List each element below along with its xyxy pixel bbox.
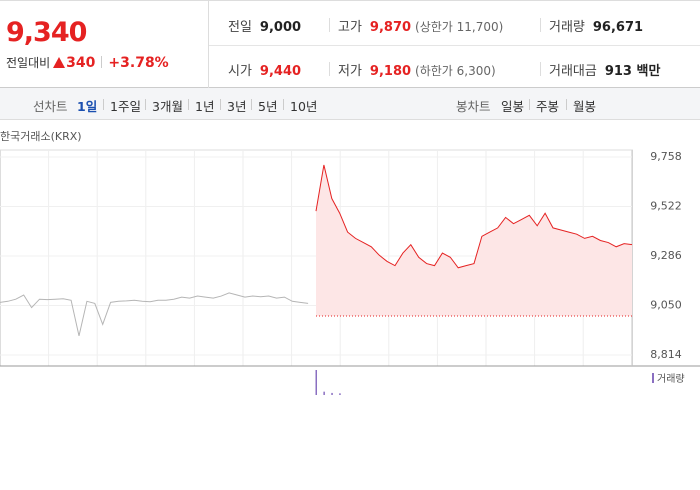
y-tick-label: 8,814 (650, 348, 682, 361)
y-tick-label: 9,286 (650, 249, 682, 262)
stat: 거래대금 913 백만 (549, 60, 660, 79)
chart: 한국거래소(KRX) 9,758 9,522 9,286 9,050 8,814 거래량 (0, 130, 700, 395)
stat: 고가 9,870 (상한가 11,700) (338, 16, 503, 35)
stat-label: 저가 (338, 64, 362, 79)
legend-marker (652, 373, 654, 383)
stat-value: 9,440 (259, 64, 302, 79)
separator (566, 99, 567, 110)
change-value: 340 (66, 55, 96, 71)
stat-label: 고가 (338, 20, 362, 35)
y-tick-label: 9,522 (650, 200, 682, 213)
separator (540, 62, 541, 76)
legend-label: 거래량 (657, 373, 685, 385)
price-line (0, 292, 309, 337)
volume-bar (323, 391, 325, 395)
stat-value: 9,180 (369, 64, 412, 79)
stat-label: 거래대금 (549, 64, 597, 79)
period-tab[interactable]: 3개월 (152, 99, 183, 114)
separator (529, 99, 530, 110)
change: 전일대비 340 +3.78% (6, 54, 169, 71)
candle-tab[interactable]: 월봉 (573, 99, 597, 114)
separator (283, 99, 284, 110)
candle-tab[interactable]: 일봉 (501, 99, 525, 114)
stat: 저가 9,180 (하한가 6,300) (338, 60, 496, 79)
separator (220, 99, 221, 110)
stat-note: (하한가 6,300) (415, 64, 496, 78)
price: 9,340 (6, 17, 87, 48)
y-tick-label: 9,050 (650, 299, 682, 312)
stat-label: 전일 (228, 20, 252, 35)
tab-label: 선차트 (33, 99, 68, 114)
candle-tab[interactable]: 주봉 (536, 99, 560, 114)
period-tab[interactable]: 1일 (77, 99, 98, 114)
divider (209, 45, 700, 46)
separator (251, 99, 252, 110)
stat-value: 913 백만 (604, 64, 661, 79)
tab-bar: 선차트 1일 1주일 3개월 1년 3년 5년 10년 봉차트 일봉 주봉 월봉 (0, 88, 700, 120)
volume-bar (339, 393, 341, 395)
stat: 전일 9,000 (228, 16, 301, 35)
separator (188, 99, 189, 110)
volume-bar (315, 370, 317, 395)
period-tab[interactable]: 1년 (195, 99, 215, 114)
stat-label: 시가 (228, 64, 252, 79)
price-line (315, 164, 633, 269)
price-panel: 9,340 전일대비 340 +3.78% (0, 1, 209, 88)
stat-value: 96,671 (592, 20, 644, 35)
stat-value: 9,870 (369, 20, 412, 35)
y-tick-label: 9,758 (650, 150, 682, 163)
period-tab[interactable]: 5년 (258, 99, 278, 114)
period-tab[interactable]: 3년 (227, 99, 247, 114)
stat-label: 거래량 (549, 20, 585, 35)
stat-note: (상한가 11,700) (415, 20, 504, 34)
source: 한국거래소(KRX) (0, 130, 82, 143)
separator (145, 99, 146, 110)
up-icon (53, 57, 66, 68)
stat: 거래량 96,671 (549, 16, 643, 35)
separator (540, 18, 541, 32)
separator (329, 62, 330, 76)
separator (101, 56, 103, 68)
tab-label: 봉차트 (456, 99, 491, 114)
stat: 시가 9,440 (228, 60, 301, 79)
stat-value: 9,000 (259, 20, 302, 35)
separator (329, 18, 330, 32)
separator (103, 99, 104, 110)
volume-bar (331, 392, 333, 395)
period-tab[interactable]: 10년 (290, 99, 318, 114)
area (316, 164, 632, 316)
period-tab[interactable]: 1주일 (110, 99, 141, 114)
quote-header: 9,340 전일대비 340 +3.78% 전일 9,000 고가 9,870 (상한가 1… (0, 0, 700, 88)
change-rate: +3.78% (108, 55, 169, 71)
change-label: 전일대비 (6, 56, 51, 70)
